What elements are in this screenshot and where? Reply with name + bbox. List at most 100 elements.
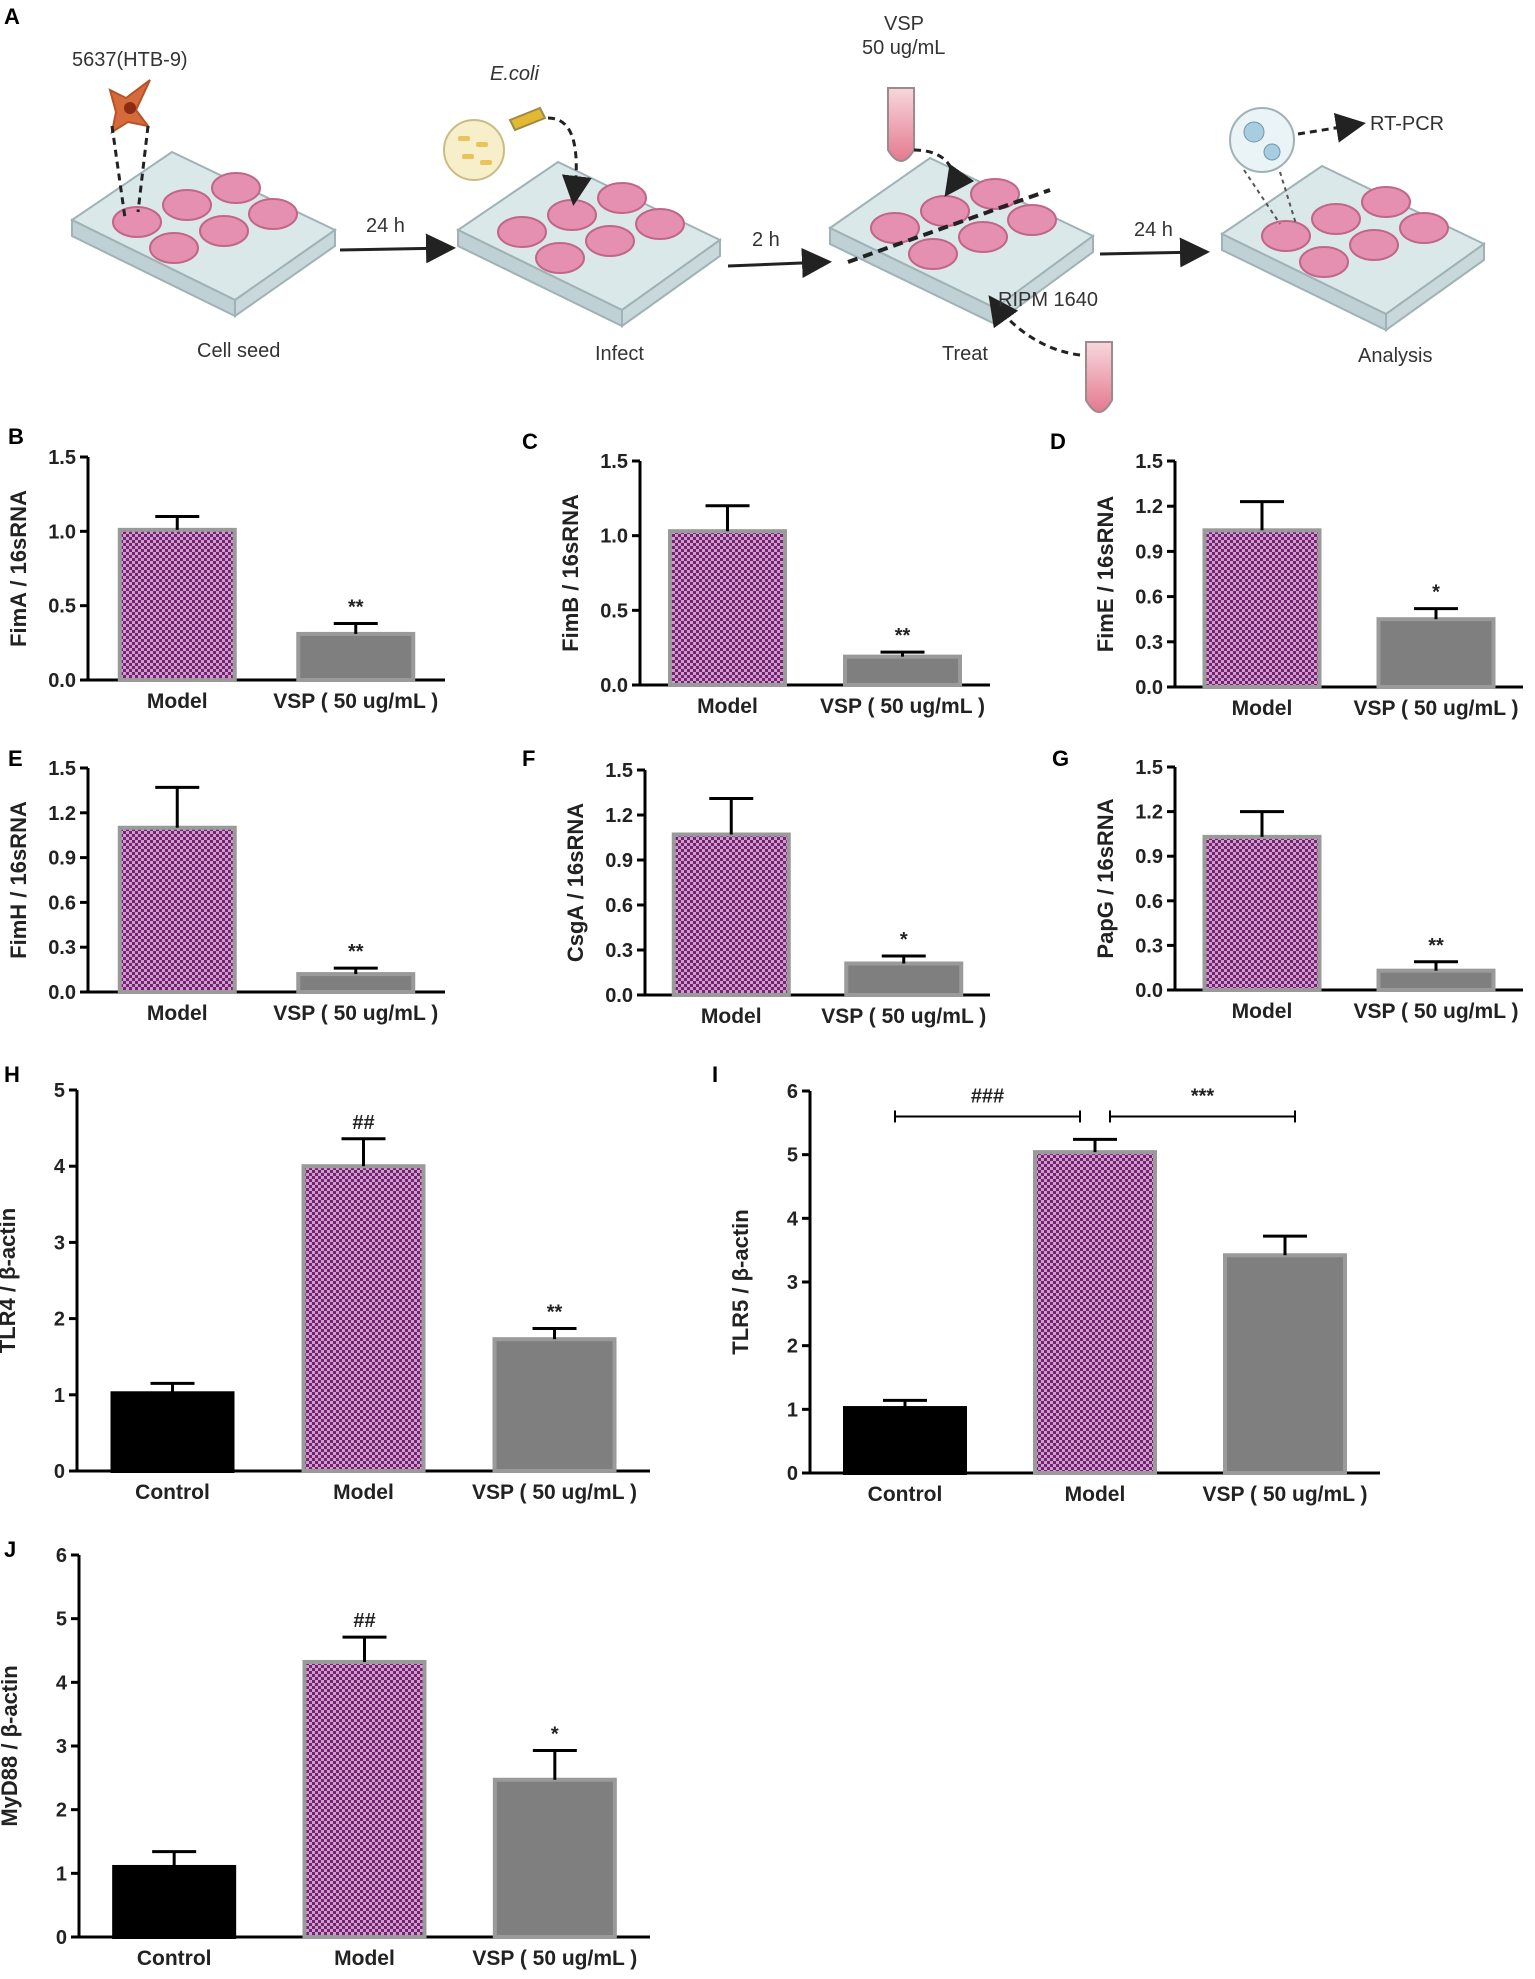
y-axis-label: FimB / 16sRNA <box>558 494 583 652</box>
y-tick-label: 0.0 <box>600 675 628 697</box>
y-tick-label: 4 <box>56 1672 68 1694</box>
x-tick-label: VSP ( 50 ug/mL ) <box>1203 1483 1368 1506</box>
x-tick-label: Model <box>701 1005 762 1028</box>
bacteria-label: E.coli <box>490 63 539 85</box>
y-tick-label: 0 <box>56 1927 67 1949</box>
panel-label-h: H <box>4 1062 20 1087</box>
y-tick-label: 1.2 <box>1135 496 1163 518</box>
bar-vsp-50-ug-ml <box>843 654 962 687</box>
step-1-duration: 24 h <box>366 215 405 237</box>
x-tick-label: Model <box>1232 697 1293 720</box>
y-tick-label: 4 <box>54 1156 66 1178</box>
y-tick-label: 0.9 <box>1135 846 1163 868</box>
x-tick-label: VSP ( 50 ug/mL ) <box>821 1005 986 1028</box>
plate-treat: VSP 50 ug/mL RIPM 1640 Treat <box>828 13 1113 413</box>
y-tick-label: 0.0 <box>1135 677 1163 699</box>
y-tick-label: 1 <box>54 1385 65 1407</box>
bar-vsp-50-ug-ml <box>1376 968 1496 993</box>
bacteria-icon <box>443 119 505 181</box>
step-2-duration: 2 h <box>752 229 780 251</box>
x-tick-label: Model <box>147 1002 208 1025</box>
y-tick-label: 2 <box>56 1800 67 1822</box>
x-tick-label: Model <box>333 1481 394 1504</box>
y-tick-label: 0.0 <box>1135 980 1163 1002</box>
plate-analysis: RT-PCR Analysis <box>1220 107 1486 367</box>
workflow-panel: A 5637(HTB-9) Cell seed 24 h <box>4 4 1486 413</box>
assay-label: RT-PCR <box>1370 113 1444 135</box>
y-tick-label: 1.2 <box>605 805 633 827</box>
treatment-name: VSP <box>884 13 924 35</box>
y-tick-label: 0.3 <box>48 937 76 959</box>
significance-label: ## <box>353 1610 375 1632</box>
significance-label: ## <box>352 1112 374 1134</box>
y-tick-label: 0.0 <box>48 982 76 1004</box>
y-tick-label: 0.6 <box>48 892 76 914</box>
x-tick-label: VSP ( 50 ug/mL ) <box>472 1481 637 1504</box>
y-axis-label: TLR4 / β-actin <box>0 1208 20 1353</box>
y-tick-label: 1.5 <box>1135 757 1163 779</box>
y-tick-label: 0.6 <box>605 895 633 917</box>
chart-panel-d: D 0.0 0.3 0.6 0.9 1.2 1.5 FimE / 16sRNA Model * VS… <box>1050 429 1523 720</box>
y-tick-label: 0.5 <box>48 596 76 618</box>
y-tick-label: 0 <box>787 1463 798 1485</box>
bar-vsp-50-ug-ml <box>492 1777 617 1939</box>
y-tick-label: 3 <box>787 1272 798 1294</box>
y-tick-label: 1 <box>56 1863 67 1885</box>
bar-model <box>671 832 791 997</box>
y-axis-label: TLR5 / β-actin <box>728 1209 753 1354</box>
magnified-cell-icon <box>1229 107 1295 173</box>
bar-model <box>302 1659 427 1939</box>
chart-panel-c: C 0.0 0.5 1.0 1.5 FimB / 16sRNA Model ** VSP ( 5… <box>522 429 990 718</box>
bar-vsp-50-ug-ml <box>296 972 416 995</box>
significance-label: ** <box>348 597 364 619</box>
y-tick-label: 0.6 <box>1135 891 1163 913</box>
y-tick-label: 1.5 <box>605 760 633 782</box>
y-axis-label: MyD88 / β-actin <box>0 1665 22 1826</box>
y-tick-label: 2 <box>787 1336 798 1358</box>
plate-infect: E.coli Infect <box>443 63 722 365</box>
bar-control <box>112 1864 237 1940</box>
y-tick-label: 0.3 <box>605 940 633 962</box>
significance-label: * <box>1432 582 1440 604</box>
panel-label-g: G <box>1052 746 1069 771</box>
significance-label: ** <box>1428 935 1444 957</box>
bar-model <box>668 529 787 687</box>
significance-label: ** <box>895 625 911 647</box>
y-tick-label: 3 <box>54 1232 65 1254</box>
x-tick-label: VSP ( 50 ug/mL ) <box>472 1947 637 1970</box>
y-tick-label: 1.0 <box>600 526 628 548</box>
medium-label: RIPM 1640 <box>998 289 1098 311</box>
bar-control <box>110 1391 235 1473</box>
y-tick-label: 5 <box>787 1145 798 1167</box>
x-tick-label: VSP ( 50 ug/mL ) <box>820 695 985 718</box>
step-3-duration: 24 h <box>1134 219 1173 241</box>
bar-model <box>301 1164 426 1473</box>
y-tick-label: 5 <box>54 1080 65 1102</box>
panel-label-e: E <box>8 746 23 771</box>
significance-label: * <box>900 929 908 951</box>
x-tick-label: VSP ( 50 ug/mL ) <box>1354 697 1519 720</box>
panel-label-j: J <box>4 1537 16 1562</box>
y-tick-label: 0.0 <box>605 985 633 1007</box>
x-tick-label: Control <box>868 1483 943 1506</box>
x-tick-label: Control <box>135 1481 210 1504</box>
y-tick-label: 0.9 <box>1135 541 1163 563</box>
y-tick-label: 1.5 <box>48 758 76 780</box>
x-tick-label: Model <box>334 1947 395 1970</box>
stage-analysis: Analysis <box>1358 345 1432 367</box>
y-tick-label: 0.9 <box>48 848 76 870</box>
treatment-dose: 50 ug/mL <box>862 37 945 59</box>
bar-model <box>1033 1150 1157 1475</box>
vsp-tube-icon <box>887 87 915 162</box>
bar-model <box>117 825 237 994</box>
bar-model <box>1202 528 1322 689</box>
y-tick-label: 0.3 <box>1135 935 1163 957</box>
stage-infect: Infect <box>595 343 644 365</box>
chart-panel-g: G 0.0 0.3 0.6 0.9 1.2 1.5 PapG / 16sRNA Model ** V… <box>1052 746 1523 1023</box>
y-tick-label: 0 <box>54 1461 65 1483</box>
medium-tube-icon <box>1085 341 1113 413</box>
y-tick-label: 1 <box>787 1399 798 1421</box>
bar-vsp-50-ug-ml <box>844 961 964 997</box>
y-tick-label: 1.0 <box>48 521 76 543</box>
